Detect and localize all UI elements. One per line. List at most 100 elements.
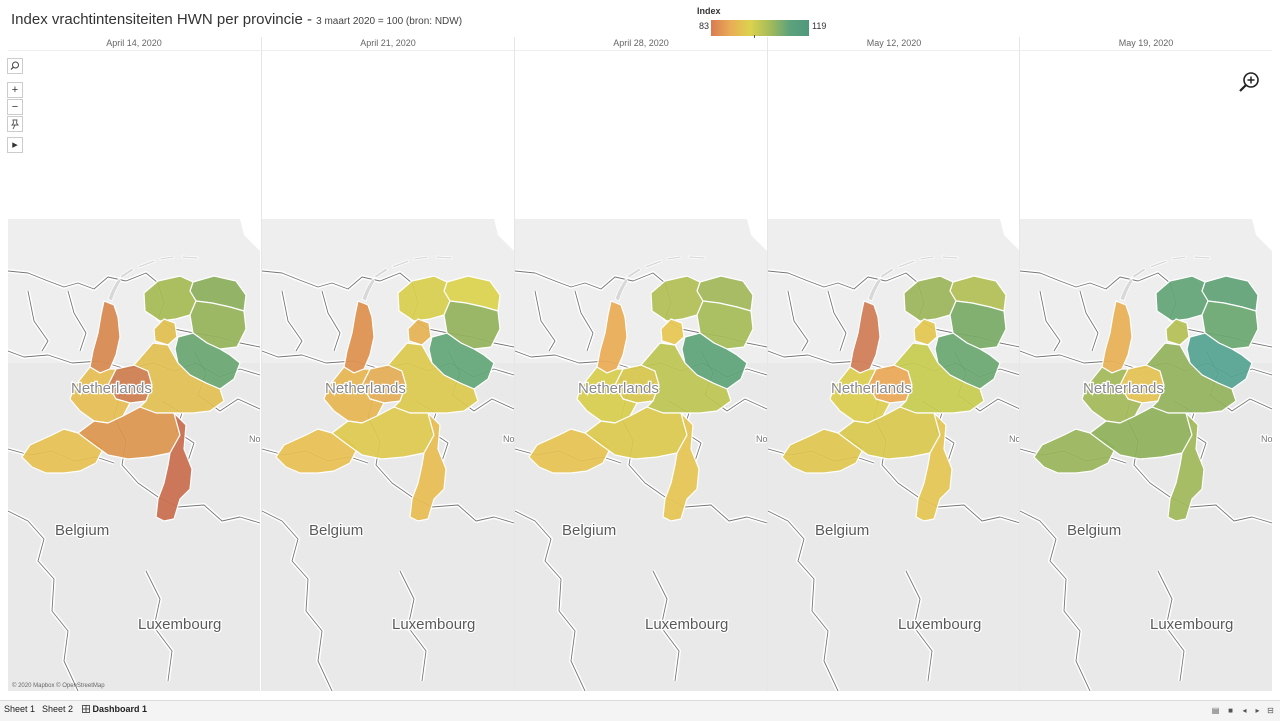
province-flevoland[interactable] [407,318,432,346]
region-border [574,290,594,352]
label-netherlands: Netherlands [578,380,659,397]
region-border [1020,510,1091,691]
wadden-island [1119,277,1134,302]
province-zholland[interactable] [576,366,638,424]
legend-tick [754,35,755,38]
wadden-island [391,259,410,269]
region-border [1039,290,1061,352]
province-drenthe[interactable] [189,300,247,350]
title-subtitle: 3 maart 2020 = 100 (bron: NDW) [316,16,463,27]
province-limburg[interactable] [409,412,447,522]
wadden-island [1149,259,1168,269]
scroll-right-icon[interactable]: ▸ [1255,706,1260,715]
wadden-island [413,255,429,261]
region-border [321,290,341,352]
wadden-island [919,255,935,261]
wadden-island [688,255,706,260]
legend-color-ramp [711,20,809,36]
pin-map-button[interactable] [7,116,23,132]
wadden-island [879,267,895,279]
dashboard-grid-icon [82,705,90,713]
province-drenthe[interactable] [696,300,754,350]
province-gelderland[interactable] [893,342,985,414]
tab-dashboard-label: Dashboard 1 [92,704,148,714]
tab-sheet-1[interactable]: Sheet 1 [4,704,36,714]
search-map-button[interactable] [7,58,23,74]
grid-view-icon[interactable]: ▤ [1211,706,1220,715]
label-belgium: Belgium [55,522,109,539]
legend-min: 83 [699,21,710,31]
map-panel[interactable]: April 14, 2020 Netherlands Belgium Luxembo… [8,37,260,691]
province-zholland[interactable] [323,366,385,424]
wadden-island [107,277,122,302]
sea-area [768,51,1020,251]
wadden-island [1193,255,1211,260]
region-border [67,290,87,352]
provinces-layer [275,255,501,522]
title-main: Index vrachtintensiteiten HWN per provin… [11,11,312,28]
region-border [515,510,586,691]
province-drenthe[interactable] [949,300,1007,350]
province-flevoland[interactable] [913,318,938,346]
province-zholland[interactable] [69,366,131,424]
province-limburg[interactable] [155,412,193,522]
label-edge: No [503,434,514,444]
tab-sheet-2[interactable]: Sheet 2 [42,704,74,714]
province-zholland[interactable] [1081,366,1143,424]
province-map[interactable]: NetherlandsBelgiumLuxembourgGrand EstNo [262,51,514,691]
search-icon [10,61,19,70]
province-limburg[interactable] [915,412,953,522]
label-belgium: Belgium [1067,522,1121,539]
legend-max: 119 [812,21,827,31]
province-gelderland[interactable] [133,342,225,414]
province-flevoland[interactable] [1165,318,1190,346]
province-flevoland[interactable] [660,318,685,346]
region-border [905,570,933,682]
province-flevoland[interactable] [153,318,178,346]
zoom-in-button[interactable]: + [7,82,23,98]
province-gelderland[interactable] [640,342,732,414]
province-map[interactable]: NetherlandsBelgiumLuxembourgGrand EstNo [8,51,260,691]
dashboard-title: Index vrachtintensiteiten HWN per provin… [11,11,462,28]
wadden-island [644,259,663,269]
map-panel[interactable]: May 12, 2020 Netherlands Belgium Luxembour… [767,37,1020,691]
label-luxembourg: Luxembourg [645,616,728,633]
province-drenthe[interactable] [1201,300,1259,350]
scroll-left-icon[interactable]: ◂ [1242,706,1247,715]
expand-toolbar-button[interactable]: ▸ [7,137,23,153]
label-netherlands: Netherlands [71,380,152,397]
province-map[interactable]: NetherlandsBelgiumLuxembourgGrand EstNo [515,51,767,691]
panel-date: May 19, 2020 [1020,37,1272,51]
province-drenthe[interactable] [443,300,501,350]
map-panel[interactable]: April 21, 2020 Netherlands Belgium Luxembo… [261,37,514,691]
province-limburg[interactable] [662,412,700,522]
presentation-icon[interactable]: ⊟ [1267,706,1274,715]
map-attribution: © 2020 Mapbox © OpenStreetMap [12,683,105,689]
wadden-island [373,267,389,279]
tab-dashboard-1[interactable]: Dashboard 1 [82,704,147,714]
region-border [399,570,427,682]
region-border [768,510,839,691]
filmstrip-view-icon[interactable]: ■ [1228,706,1233,715]
zoom-area-button[interactable] [1237,70,1261,94]
region-border [27,290,49,352]
wadden-island [361,277,376,302]
zoom-out-button[interactable]: − [7,99,23,115]
map-panel[interactable]: April 28, 2020 Netherlands Belgium Luxembo… [514,37,767,691]
province-map[interactable]: NetherlandsBelgiumLuxembourgGrand EstNo [768,51,1020,691]
map-panels: April 14, 2020 Netherlands Belgium Luxembo… [8,37,1272,691]
label-luxembourg: Luxembourg [898,616,981,633]
province-gelderland[interactable] [1145,342,1237,414]
region-border [8,510,79,691]
province-limburg[interactable] [1167,412,1205,522]
provinces-layer [1033,255,1259,522]
sea-area [515,51,767,251]
zoom-in-magnifier-icon [1239,72,1259,92]
region-border [827,290,847,352]
province-zholland[interactable] [829,366,891,424]
province-map[interactable]: NetherlandsBelgiumLuxembourgGrand EstNo [1020,51,1272,691]
label-edge: No [1261,434,1272,444]
map-panel[interactable]: May 19, 2020 Netherlands Belgium Luxembour… [1019,37,1272,691]
province-gelderland[interactable] [387,342,479,414]
label-luxembourg: Luxembourg [1150,616,1233,633]
